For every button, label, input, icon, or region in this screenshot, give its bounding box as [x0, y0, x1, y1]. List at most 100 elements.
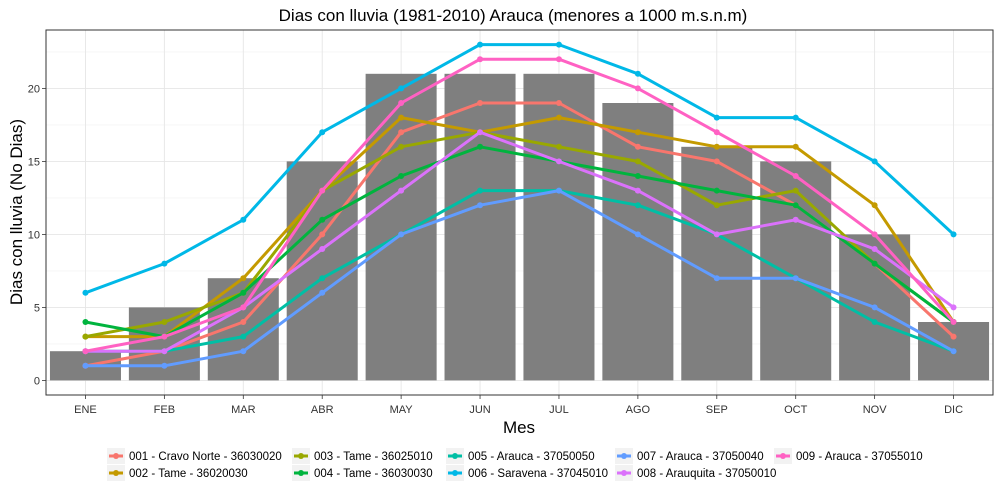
data-point [634, 202, 641, 209]
data-point [713, 275, 720, 282]
data-point [792, 275, 799, 282]
data-point [792, 202, 799, 209]
x-tick-label: JUL [549, 404, 569, 416]
x-tick-label: FEB [154, 404, 175, 416]
data-point [713, 187, 720, 194]
bar [523, 73, 595, 381]
x-tick-label: DIC [944, 404, 963, 416]
data-point [477, 100, 484, 106]
legend-key-point [113, 453, 119, 459]
legend-key-point [621, 470, 627, 476]
legend-key-point [298, 453, 304, 459]
data-point [82, 348, 89, 355]
legend-key-point [621, 453, 627, 459]
data-point [319, 246, 326, 252]
data-point [555, 100, 562, 106]
series-line [83, 145, 956, 339]
data-point [240, 304, 247, 311]
data-point [792, 114, 799, 121]
data-point [713, 202, 720, 209]
data-point [555, 158, 562, 165]
legend-label: 001 - Cravo Norte - 36030020 [129, 451, 282, 463]
legend-label: 004 - Tame - 36030030 [314, 468, 433, 480]
data-point [398, 129, 405, 136]
data-point [792, 173, 799, 179]
legend-label: 005 - Arauca - 37050050 [468, 451, 595, 463]
x-tick-label: MAR [231, 404, 256, 416]
data-point [792, 143, 799, 150]
legend-key-point [298, 470, 304, 476]
y-axis-title: Dias con lluvia (No Dias) [7, 119, 26, 305]
data-point [319, 216, 326, 223]
plot-background [46, 30, 993, 395]
data-point [871, 158, 878, 165]
data-point [871, 260, 878, 267]
series-line [83, 116, 956, 339]
data-point [713, 143, 720, 150]
data-point [82, 333, 89, 340]
x-tick-label: JUN [469, 404, 490, 416]
y-tick-label: 15 [28, 156, 40, 168]
data-point [82, 319, 89, 325]
data-point [477, 41, 484, 48]
data-point [792, 216, 799, 223]
data-point [871, 319, 878, 325]
bar [286, 161, 358, 381]
data-point [871, 202, 878, 209]
data-point [634, 173, 641, 179]
data-point [398, 187, 405, 194]
data-point [950, 304, 957, 311]
series-line [83, 43, 956, 295]
data-point [555, 41, 562, 48]
data-point [82, 362, 89, 369]
data-point [398, 85, 405, 92]
legend-key-point [780, 453, 786, 459]
x-tick-label: SEP [706, 404, 728, 416]
data-point [319, 289, 326, 296]
series-line [83, 130, 956, 339]
y-tick-label: 5 [34, 302, 40, 314]
bar [760, 161, 832, 381]
legend-label: 008 - Arauquita - 37050010 [637, 468, 776, 480]
bar [444, 73, 516, 381]
data-point [871, 304, 878, 311]
data-point [555, 187, 562, 194]
data-point [634, 70, 641, 77]
data-point [634, 129, 641, 136]
y-tick-label: 10 [28, 229, 40, 241]
data-point [477, 129, 484, 136]
y-tick-label: 0 [34, 375, 40, 387]
data-point [871, 231, 878, 238]
y-tick-label: 20 [28, 83, 40, 95]
data-point [319, 187, 326, 194]
legend-label: 007 - Arauca - 37050040 [637, 451, 764, 463]
data-point [319, 231, 326, 238]
data-point [950, 348, 957, 355]
data-point [161, 260, 168, 267]
data-point [398, 114, 405, 121]
data-point [871, 246, 878, 252]
x-tick-label: NOV [863, 404, 888, 416]
data-point [477, 56, 484, 63]
plot-panel: 0 5 10 15 20 ENE FEB MAR ABR MAY JUN JUL AGO SEP OCT NO… [28, 29, 994, 416]
data-point [240, 319, 247, 325]
series-line [83, 130, 956, 353]
data-point [634, 158, 641, 165]
series-line [83, 189, 956, 353]
data-point [477, 143, 484, 150]
data-point [161, 319, 168, 325]
data-point [713, 114, 720, 121]
plot-border [45, 29, 994, 396]
data-point [713, 158, 720, 165]
x-tick-label: OCT [784, 404, 808, 416]
data-point [161, 362, 168, 369]
data-point [161, 333, 168, 340]
x-tick-label: AGO [626, 404, 651, 416]
data-point [240, 289, 247, 296]
data-point [398, 173, 405, 179]
series-line [83, 189, 956, 368]
data-point [634, 85, 641, 92]
data-point [398, 231, 405, 238]
data-point [555, 114, 562, 121]
